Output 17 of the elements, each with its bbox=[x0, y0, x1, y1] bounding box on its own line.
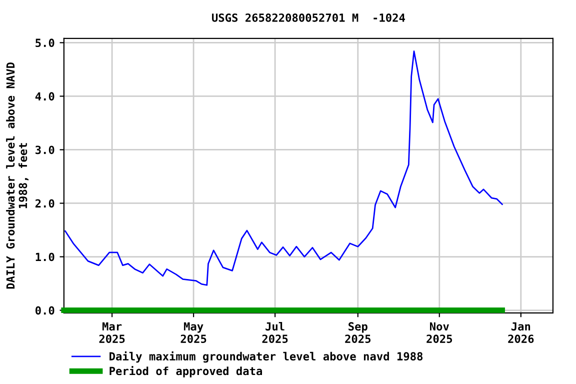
y-tick-label: 2.0 bbox=[35, 199, 54, 208]
legend-label: Daily maximum groundwater level above navd 1988 bbox=[110, 351, 423, 363]
x-tick-label: Nov 2025 bbox=[426, 322, 452, 344]
x-tick-label: Sep 2025 bbox=[345, 322, 371, 344]
line-series bbox=[64, 50, 503, 286]
x-tick-label: Jul 2025 bbox=[262, 322, 288, 344]
y-tick-label: 3.0 bbox=[36, 146, 54, 154]
x-tick-label: Mar 2025 bbox=[99, 322, 125, 344]
y-tick-label: 1.0 bbox=[36, 252, 54, 262]
x-tick-label: May 2025 bbox=[180, 322, 206, 344]
legend-label: Period of approved data bbox=[110, 366, 262, 378]
chart-title: USGS 265822080052701 M -1024 bbox=[212, 13, 405, 22]
y-axis-title: DAILY Groundwater level above NAVD 1988, feet bbox=[6, 62, 29, 289]
y-tick-label: 0.0 bbox=[36, 306, 54, 315]
y-tick-label: 4.0 bbox=[35, 92, 54, 101]
x-tick-label: Jan 2026 bbox=[508, 322, 534, 344]
y-tick-label: 5.0 bbox=[36, 38, 54, 48]
